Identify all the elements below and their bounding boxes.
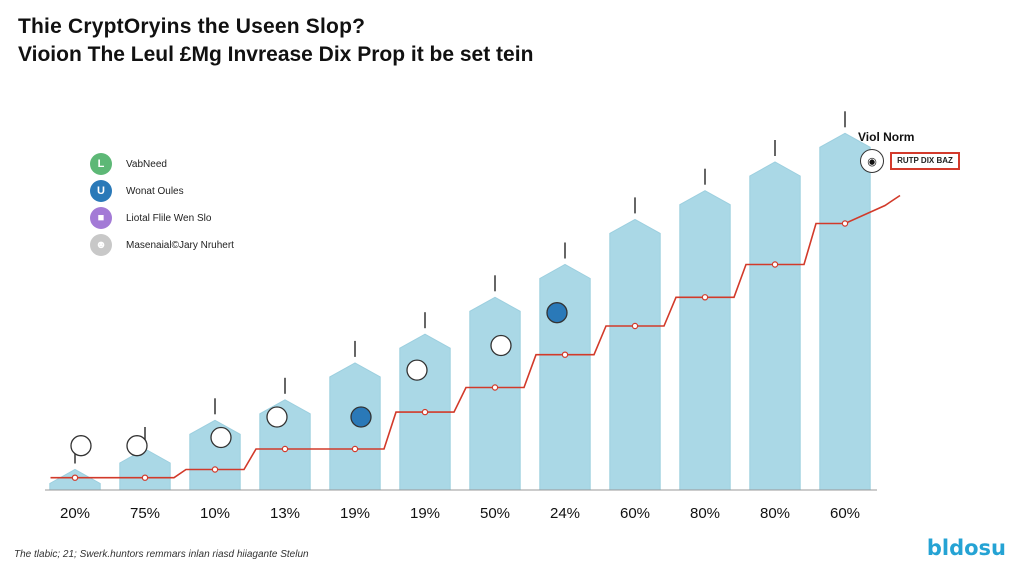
- legend-item: U Wonat Oules: [90, 179, 310, 203]
- line-point: [701, 294, 709, 301]
- bar: [469, 296, 521, 491]
- coin-icon: [546, 302, 568, 324]
- bar: [119, 448, 171, 491]
- coin-icon: [490, 334, 512, 357]
- coin-icon: [126, 435, 148, 457]
- legend-marker-icon: ■: [90, 207, 112, 229]
- legend-item: ☻ Masenaial©Jary Nruhert: [90, 233, 310, 257]
- line-point: [841, 220, 849, 227]
- bar: [539, 263, 591, 491]
- line-point: [211, 466, 219, 473]
- x-tick-label: 19%: [410, 505, 440, 522]
- footnote: The tlabic; 21; Swerk.huntors remmars in…: [14, 549, 309, 560]
- legend-label: Liotal Flile Wen Slo: [126, 212, 212, 224]
- x-tick-label: 80%: [690, 505, 720, 522]
- coin-icon: [266, 406, 288, 428]
- chart-subtitle: Vioion The Leul £Mg Invrease Dix Prop it…: [18, 43, 534, 66]
- bar: [609, 218, 661, 491]
- line-point: [141, 474, 149, 481]
- line-point: [631, 322, 639, 330]
- line-point: [771, 261, 779, 268]
- brand-logo: bldosu: [926, 536, 1006, 560]
- coin-icon: [70, 435, 92, 457]
- line-point: [351, 445, 359, 453]
- x-tick-label: 19%: [340, 505, 370, 522]
- callout-box: RUTP DIX BAZ: [890, 152, 960, 170]
- line-point: [71, 474, 79, 481]
- legend-marker-icon: ☻: [90, 234, 112, 256]
- chart-title: Thie CryptOryins the Useen Slop?: [18, 15, 366, 38]
- x-tick-label: 75%: [130, 505, 160, 522]
- x-tick-label: 60%: [620, 505, 650, 522]
- callout-title: Viol Norm: [858, 130, 915, 144]
- line-point: [281, 445, 289, 453]
- x-tick-label: 13%: [270, 505, 300, 522]
- legend-label: Wonat Oules: [126, 185, 184, 197]
- x-tick-label: 80%: [760, 505, 790, 522]
- legend-item: ■ Liotal Flile Wen Slo: [90, 206, 310, 230]
- x-tick-label: 50%: [480, 505, 510, 522]
- legend: L VabNeed U Wonat Oules ■ Liotal Flile W…: [90, 152, 310, 260]
- legend-label: VabNeed: [126, 158, 167, 170]
- bar: [749, 161, 801, 491]
- line-point: [491, 384, 499, 391]
- legend-marker-icon: L: [90, 153, 112, 175]
- x-tick-label: 20%: [60, 505, 90, 522]
- coin-icon: [210, 426, 232, 449]
- x-tick-label: 60%: [830, 505, 860, 522]
- bar: [679, 190, 731, 491]
- x-tick-label: 24%: [550, 505, 580, 522]
- line-point: [561, 351, 569, 358]
- coin-icon: [350, 406, 372, 428]
- coin-icon: ◉: [860, 149, 884, 173]
- legend-item: L VabNeed: [90, 152, 310, 176]
- bar: [329, 362, 381, 491]
- line-point: [421, 408, 429, 416]
- legend-label: Masenaial©Jary Nruhert: [126, 239, 234, 251]
- x-tick-label: 10%: [200, 505, 230, 522]
- coin-icon: [406, 359, 428, 381]
- trend-line: [50, 194, 901, 479]
- bar: [819, 132, 871, 491]
- legend-marker-icon: U: [90, 180, 112, 202]
